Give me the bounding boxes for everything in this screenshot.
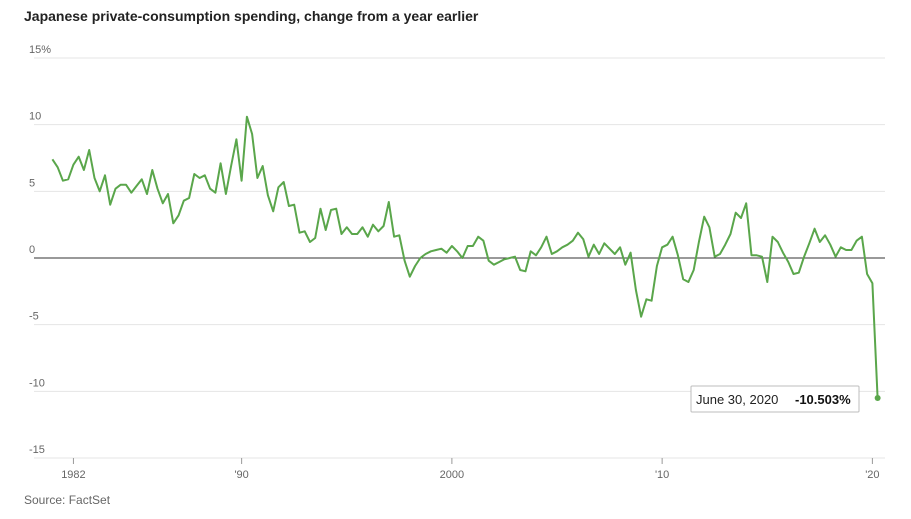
chart-title: Japanese private-consumption spending, c… — [24, 8, 479, 24]
source-note: Source: FactSet — [24, 493, 111, 507]
tooltip-value: -10.503% — [795, 392, 851, 407]
y-tick-label: -15 — [29, 444, 45, 456]
y-tick-label: 15% — [29, 44, 51, 56]
series-line — [51, 115, 879, 399]
last-point-marker[interactable] — [874, 395, 881, 402]
y-tick-label: -5 — [29, 311, 39, 323]
x-tick-label: 1982 — [61, 469, 85, 481]
y-tick-label: -10 — [29, 377, 45, 389]
series-layer — [51, 115, 881, 402]
value-tooltip: June 30, 2020 -10.503% — [690, 385, 860, 413]
tooltip-date: June 30, 2020 — [696, 392, 778, 407]
y-tick-label: 0 — [29, 244, 35, 256]
x-tick-label: '20 — [865, 469, 879, 481]
tooltip-box — [690, 385, 860, 413]
y-tick-label: 10 — [29, 111, 41, 123]
x-axis: 1982 '90 2000 '10 '20 — [61, 458, 880, 481]
x-tick-label: 2000 — [440, 469, 464, 481]
grid-layer — [34, 57, 885, 459]
y-axis: 15% 10 5 0 -5 -10 -15 — [29, 44, 51, 456]
x-tick-label: '90 — [234, 469, 248, 481]
y-tick-label: 5 — [29, 177, 35, 189]
x-tick-label: '10 — [655, 469, 669, 481]
